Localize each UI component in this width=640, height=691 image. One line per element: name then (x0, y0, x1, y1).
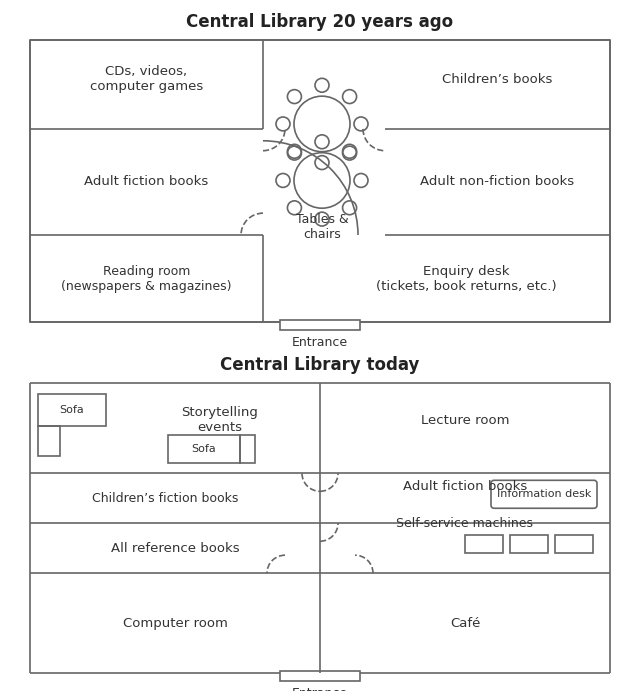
Text: Adult fiction books: Adult fiction books (84, 176, 209, 189)
Text: Information desk: Information desk (497, 489, 591, 500)
Text: Children’s fiction books: Children’s fiction books (92, 492, 238, 505)
Bar (280, 671, 360, 681)
Bar (30, 39, 610, 322)
FancyBboxPatch shape (491, 480, 597, 509)
Bar (280, 320, 360, 330)
Text: Lecture room: Lecture room (420, 414, 509, 427)
Text: Adult non-fiction books: Adult non-fiction books (420, 176, 575, 189)
Bar (38, 426, 60, 456)
Text: Self-service machines: Self-service machines (397, 517, 534, 530)
Text: Café: Café (450, 616, 480, 630)
Text: Reading room
(newspapers & magazines): Reading room (newspapers & magazines) (61, 265, 232, 292)
Bar (555, 536, 593, 553)
Text: Entrance: Entrance (292, 336, 348, 349)
Bar (240, 435, 255, 464)
Text: Central Library today: Central Library today (220, 357, 420, 375)
Text: Sofa: Sofa (60, 406, 84, 415)
Text: Entrance: Entrance (292, 687, 348, 691)
Text: Sofa: Sofa (191, 444, 216, 455)
Text: Adult fiction books: Adult fiction books (403, 480, 527, 493)
Text: Storytelling
events: Storytelling events (182, 406, 259, 435)
Text: Computer room: Computer room (123, 616, 227, 630)
Text: All reference books: All reference books (111, 542, 239, 555)
Text: CDs, videos,
computer games: CDs, videos, computer games (90, 66, 203, 93)
Text: Central Library 20 years ago: Central Library 20 years ago (186, 13, 454, 31)
Text: Tables &
chairs: Tables & chairs (296, 213, 348, 241)
Text: Enquiry desk
(tickets, book returns, etc.): Enquiry desk (tickets, book returns, etc… (376, 265, 557, 292)
Bar (465, 536, 503, 553)
Bar (510, 536, 548, 553)
Bar (168, 435, 240, 464)
Text: Children’s books: Children’s books (442, 73, 553, 86)
Bar (38, 395, 106, 426)
